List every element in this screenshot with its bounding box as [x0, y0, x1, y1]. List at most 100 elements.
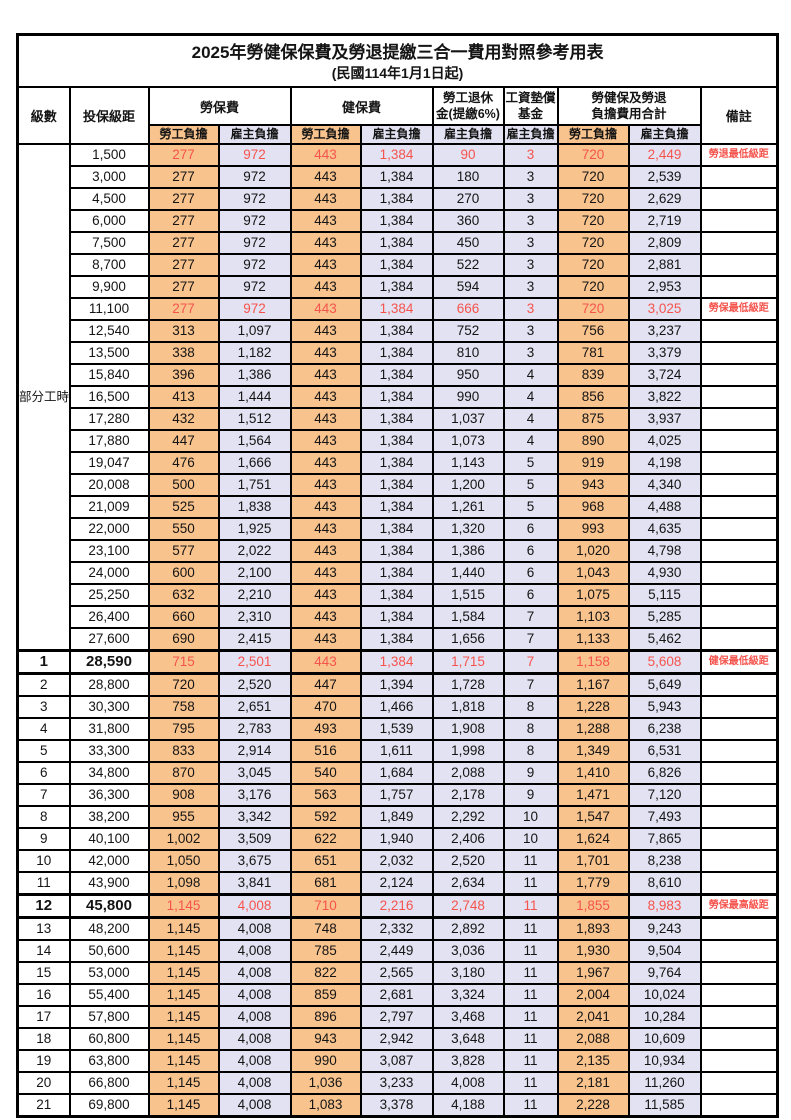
cell-wage-fund-employer: 11: [502, 939, 559, 963]
cell-remark: [699, 1027, 779, 1051]
cell-total-employee: 720: [556, 209, 630, 233]
header-pension-line2: 金(提繳6%): [436, 107, 500, 121]
cell-labor-employer: 2,100: [217, 561, 292, 585]
cell-health-employee: 785: [289, 939, 362, 963]
cell-health-employer: 3,378: [359, 1093, 434, 1118]
cell-labor-employer: 2,022: [217, 539, 292, 563]
cell-bracket: 33,300: [68, 739, 150, 763]
subheader-labor-employee: 勞工負擔: [147, 124, 220, 145]
cell-labor-employee: 1,050: [147, 849, 220, 873]
cell-level: 21: [16, 1093, 71, 1118]
cell-health-employer: 1,384: [359, 363, 434, 387]
table-row: 6 34,800 870 3,045 540 1,684 2,088 9 1,410 6,826: [16, 761, 779, 785]
cell-health-employer: 1,757: [359, 783, 434, 807]
cell-total-employee: 1,349: [556, 739, 630, 763]
cell-total-employee: 1,855: [556, 893, 630, 919]
cell-pension-employer: 752: [431, 319, 505, 343]
table-row: 20 66,800 1,145 4,008 1,036 3,233 4,008 11 2,181…: [16, 1071, 779, 1095]
cell-labor-employee: 1,098: [147, 871, 220, 896]
header-bracket: 投保級距: [68, 86, 150, 145]
title-row: 2025年勞健保保費及勞退提繳三合一費用對照參考用表 (民國114年1月1日起): [16, 33, 779, 88]
cell-total-employee: 875: [556, 407, 630, 431]
cell-labor-employee: 600: [147, 561, 220, 585]
cell-bracket: 34,800: [68, 761, 150, 785]
cell-labor-employer: 3,675: [217, 849, 292, 873]
cell-remark: 健保最低級距: [699, 649, 779, 675]
cell-pension-employer: 1,656: [431, 627, 505, 652]
cell-health-employee: 443: [289, 385, 362, 409]
cell-health-employer: 3,233: [359, 1071, 434, 1095]
cell-health-employer: 1,384: [359, 627, 434, 652]
cell-total-employer: 2,449: [627, 143, 702, 167]
cell-labor-employee: 277: [147, 209, 220, 233]
cell-remark: [699, 939, 779, 963]
cell-remark: [699, 672, 779, 697]
cell-health-employer: 2,124: [359, 871, 434, 896]
cell-labor-employee: 1,145: [147, 916, 220, 941]
cell-labor-employer: 1,838: [217, 495, 292, 519]
cell-remark: [699, 761, 779, 785]
cell-labor-employer: 972: [217, 165, 292, 189]
table-row: 11 43,900 1,098 3,841 681 2,124 2,634 11 1,779 8,…: [16, 871, 779, 896]
cell-total-employer: 9,764: [627, 961, 702, 985]
cell-remark: [699, 275, 779, 299]
cell-pension-employer: 1,584: [431, 605, 505, 629]
subheader-pension-employer: 雇主負擔: [431, 124, 505, 145]
cell-bracket: 28,590: [68, 649, 150, 675]
cell-labor-employee: 758: [147, 695, 220, 719]
cell-total-employee: 720: [556, 253, 630, 277]
cell-health-employer: 1,384: [359, 319, 434, 343]
cell-remark: 勞保最高級距: [699, 893, 779, 919]
cell-wage-fund-employer: 11: [502, 1049, 559, 1073]
cell-total-employee: 1,471: [556, 783, 630, 807]
cell-bracket: 21,009: [68, 495, 150, 519]
cell-bracket: 31,800: [68, 717, 150, 741]
table-row: 6,000 277 972 443 1,384 360 3 720 2,719: [18, 209, 779, 233]
cell-labor-employer: 1,097: [217, 319, 292, 343]
cell-health-employee: 710: [289, 893, 362, 919]
cell-remark: [699, 209, 779, 233]
cell-remark: [699, 1093, 779, 1118]
cell-total-employee: 1,930: [556, 939, 630, 963]
cell-pension-employer: 360: [431, 209, 505, 233]
cell-wage-fund-employer: 5: [502, 451, 559, 475]
cell-pension-employer: 2,292: [431, 805, 505, 829]
cell-total-employee: 1,075: [556, 583, 630, 607]
table-row: 24,000 600 2,100 443 1,384 1,440 6 1,043 4,930: [18, 561, 779, 585]
cell-labor-employer: 3,342: [217, 805, 292, 829]
cell-wage-fund-employer: 3: [502, 297, 559, 321]
cell-labor-employee: 1,145: [147, 1071, 220, 1095]
cell-bracket: 15,840: [68, 363, 150, 387]
cell-labor-employee: 550: [147, 517, 220, 541]
cell-health-employee: 443: [289, 627, 362, 652]
cell-bracket: 36,300: [68, 783, 150, 807]
header-wage-fund: 工資墊償 基金: [502, 86, 559, 126]
cell-labor-employer: 3,509: [217, 827, 292, 851]
table-row: 5 33,300 833 2,914 516 1,611 1,998 8 1,349 6,531: [16, 739, 779, 763]
cell-health-employer: 2,797: [359, 1005, 434, 1029]
cell-pension-employer: 2,406: [431, 827, 505, 851]
cell-total-employer: 8,238: [627, 849, 702, 873]
table-row: 4 31,800 795 2,783 493 1,539 1,908 8 1,288 6,238: [16, 717, 779, 741]
table-title: 2025年勞健保保費及勞退提繳三合一費用對照參考用表 (民國114年1月1日起): [16, 33, 779, 88]
cell-wage-fund-employer: 6: [502, 517, 559, 541]
cell-pension-employer: 1,073: [431, 429, 505, 453]
table-row: 7,500 277 972 443 1,384 450 3 720 2,809: [18, 231, 779, 255]
cell-total-employee: 1,043: [556, 561, 630, 585]
cell-labor-employer: 4,008: [217, 893, 292, 919]
cell-wage-fund-employer: 5: [502, 473, 559, 497]
subheader-labor-employer: 雇主負擔: [217, 124, 292, 145]
cell-labor-employee: 1,145: [147, 1027, 220, 1051]
cell-health-employer: 1,384: [359, 583, 434, 607]
header-health-insurance: 健保費: [289, 86, 434, 126]
cell-pension-employer: 2,178: [431, 783, 505, 807]
cell-wage-fund-employer: 8: [502, 695, 559, 719]
cell-total-employee: 943: [556, 473, 630, 497]
cell-level: 10: [16, 849, 71, 873]
cell-total-employee: 1,779: [556, 871, 630, 896]
cell-wage-fund-employer: 7: [502, 672, 559, 697]
cell-labor-employee: 720: [147, 672, 220, 697]
cell-health-employer: 2,565: [359, 961, 434, 985]
cell-health-employee: 443: [289, 539, 362, 563]
cell-labor-employee: 1,145: [147, 1093, 220, 1118]
